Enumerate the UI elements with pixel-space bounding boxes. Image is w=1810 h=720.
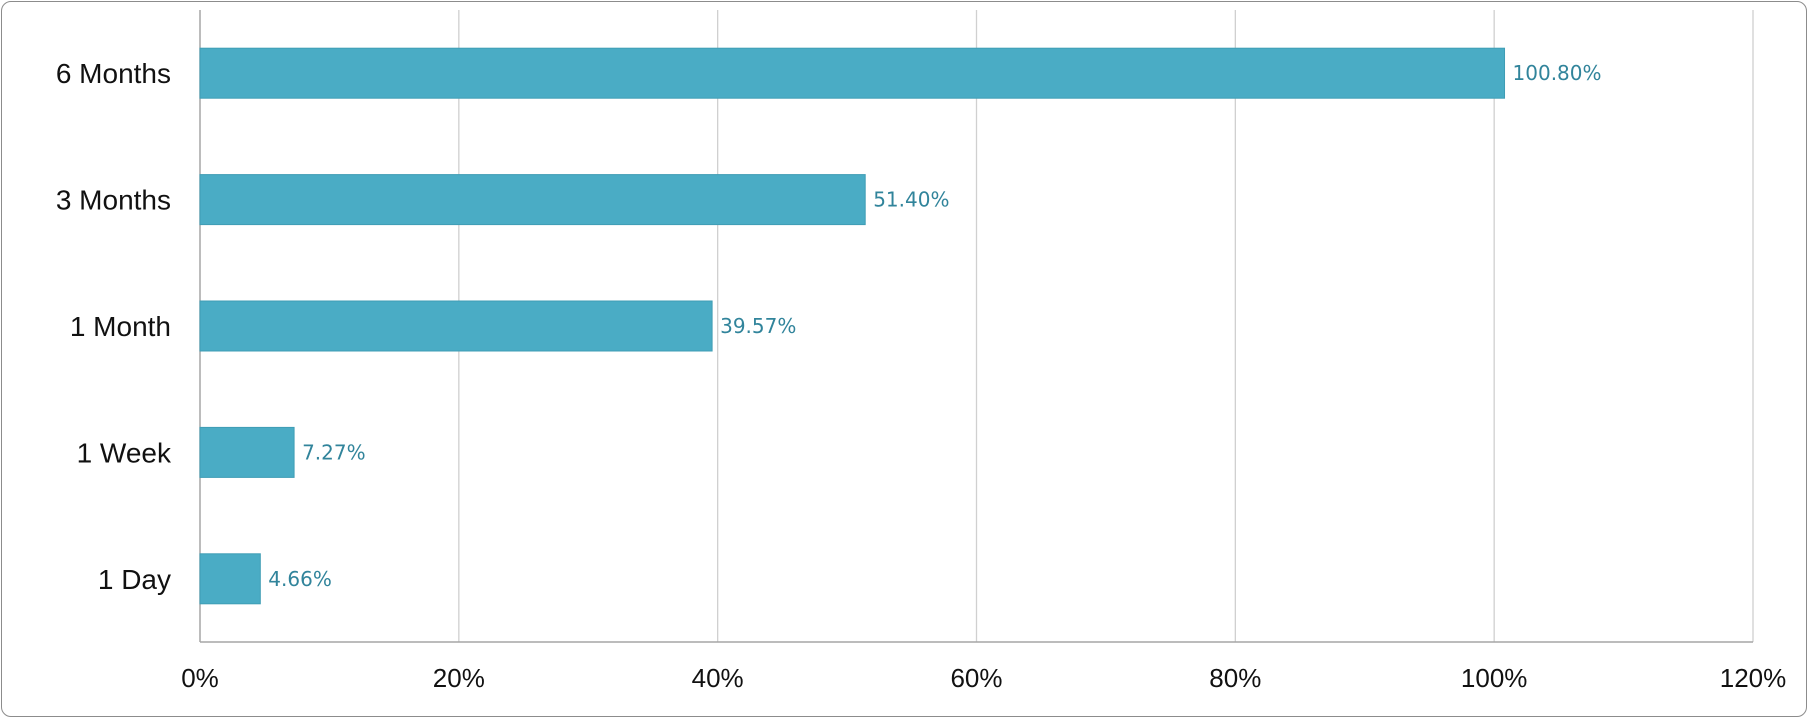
bar (199, 426, 295, 478)
x-tick-label: 120% (1720, 663, 1787, 693)
data-label: 39.57% (720, 314, 796, 338)
bar (199, 300, 713, 352)
category-label: 1 Day (98, 564, 171, 595)
data-label: 51.40% (873, 188, 949, 212)
category-label: 3 Months (56, 185, 171, 216)
category-label: 1 Week (77, 437, 172, 468)
x-tick-label: 0% (181, 663, 219, 693)
data-label: 4.66% (268, 567, 332, 591)
bar (199, 47, 1506, 99)
x-tick-label: 100% (1461, 663, 1528, 693)
data-label: 100.80% (1513, 61, 1602, 85)
category-label: 1 Month (70, 311, 171, 342)
x-tick-label: 60% (950, 663, 1002, 693)
category-label: 6 Months (56, 58, 171, 89)
x-tick-label: 40% (692, 663, 744, 693)
x-tick-label: 20% (433, 663, 485, 693)
data-label: 7.27% (302, 440, 366, 464)
x-tick-label: 80% (1209, 663, 1261, 693)
bar (199, 553, 261, 605)
bar (199, 174, 866, 226)
